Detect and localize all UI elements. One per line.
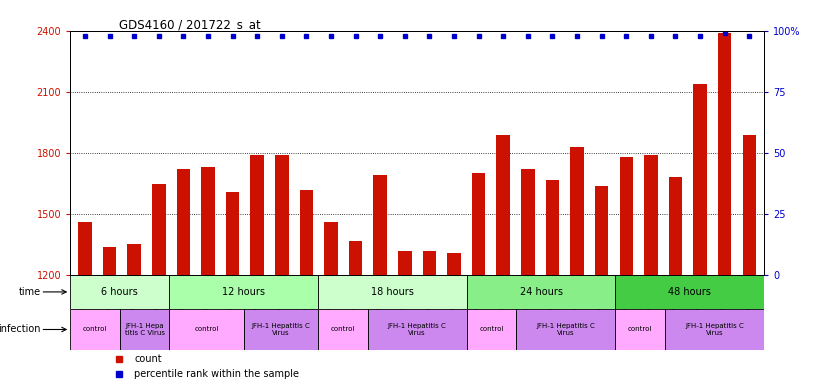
Bar: [300, 190, 313, 275]
Bar: [467, 275, 615, 308]
Bar: [120, 308, 169, 351]
Text: control: control: [83, 326, 107, 333]
Bar: [368, 308, 467, 351]
Text: 24 hours: 24 hours: [520, 287, 563, 297]
Bar: [693, 84, 707, 275]
Bar: [516, 308, 615, 351]
Bar: [669, 177, 682, 275]
Text: infection: infection: [0, 324, 40, 334]
Bar: [152, 184, 165, 275]
Bar: [743, 135, 756, 275]
Text: JFH-1 Hepatitis C
Virus: JFH-1 Hepatitis C Virus: [387, 323, 447, 336]
Text: percentile rank within the sample: percentile rank within the sample: [134, 369, 299, 379]
Bar: [620, 157, 633, 275]
Text: control: control: [479, 326, 504, 333]
Text: JFH-1 Hepatitis C
Virus: JFH-1 Hepatitis C Virus: [251, 323, 311, 336]
Text: count: count: [134, 354, 162, 364]
Bar: [250, 155, 264, 275]
Text: control: control: [628, 326, 653, 333]
Bar: [447, 253, 461, 275]
Text: JFH-1 Hepa
titis C Virus: JFH-1 Hepa titis C Virus: [125, 323, 164, 336]
Bar: [78, 222, 92, 275]
Bar: [102, 247, 116, 275]
Bar: [225, 192, 240, 275]
Bar: [70, 275, 169, 308]
Text: control: control: [330, 326, 355, 333]
Bar: [595, 185, 609, 275]
Text: 18 hours: 18 hours: [371, 287, 414, 297]
Bar: [169, 308, 244, 351]
Bar: [70, 308, 120, 351]
Bar: [570, 147, 584, 275]
Bar: [423, 251, 436, 275]
Bar: [244, 308, 318, 351]
Bar: [615, 308, 665, 351]
Bar: [275, 155, 288, 275]
Text: GDS4160 / 201722_s_at: GDS4160 / 201722_s_at: [119, 18, 260, 31]
Bar: [546, 180, 559, 275]
Bar: [177, 169, 190, 275]
Bar: [644, 155, 657, 275]
Text: JFH-1 Hepatitis C
Virus: JFH-1 Hepatitis C Virus: [536, 323, 596, 336]
Bar: [615, 275, 764, 308]
Bar: [472, 174, 486, 275]
Text: time: time: [18, 287, 40, 297]
Text: control: control: [194, 326, 219, 333]
Bar: [202, 167, 215, 275]
Bar: [665, 308, 764, 351]
Text: 6 hours: 6 hours: [102, 287, 138, 297]
Bar: [318, 308, 368, 351]
Bar: [349, 241, 363, 275]
Bar: [467, 308, 516, 351]
Bar: [169, 275, 318, 308]
Text: JFH-1 Hepatitis C
Virus: JFH-1 Hepatitis C Virus: [685, 323, 744, 336]
Bar: [373, 175, 387, 275]
Bar: [127, 244, 141, 275]
Bar: [521, 169, 534, 275]
Text: 48 hours: 48 hours: [668, 287, 711, 297]
Text: 12 hours: 12 hours: [222, 287, 265, 297]
Bar: [318, 275, 467, 308]
Bar: [325, 222, 338, 275]
Bar: [398, 251, 411, 275]
Bar: [718, 33, 732, 275]
Bar: [496, 135, 510, 275]
